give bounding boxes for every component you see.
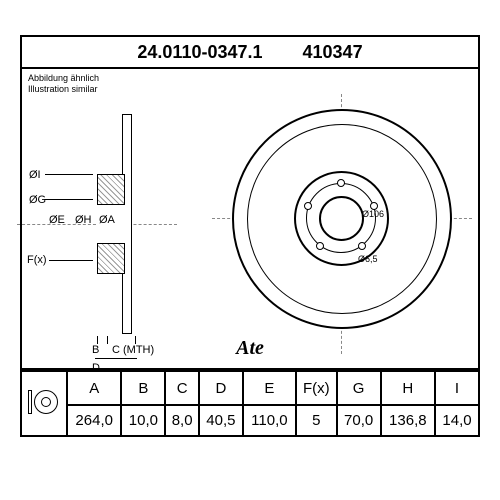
cell-value: 136,8 bbox=[381, 405, 435, 436]
disc-center-bore bbox=[319, 196, 364, 241]
dimline-G bbox=[45, 199, 93, 200]
diagram-area: ØI ØG ØE ØH ØA F(x) B C (MTH) D bbox=[22, 69, 478, 368]
drawing-frame: 24.0110-0347.1 410347 Abbildung ähnlich … bbox=[20, 35, 480, 370]
col-header: A bbox=[67, 371, 121, 405]
col-header: D bbox=[199, 371, 243, 405]
front-view: Ø106 Ø6,5 bbox=[222, 84, 462, 354]
dimension-table: A B C D E F(x) G H I 264,0 10,0 8,0 40,5… bbox=[20, 370, 480, 437]
bolt-hole bbox=[316, 242, 324, 250]
bolt-hole bbox=[358, 242, 366, 250]
cell-value: 40,5 bbox=[199, 405, 243, 436]
col-header: B bbox=[121, 371, 165, 405]
label-D: D bbox=[92, 362, 100, 374]
table-icon-cell bbox=[21, 371, 67, 436]
cell-value: 10,0 bbox=[121, 405, 165, 436]
col-header: F(x) bbox=[296, 371, 337, 405]
bolt-dia-label: Ø6,5 bbox=[358, 254, 378, 264]
col-header: I bbox=[435, 371, 479, 405]
cell-value: 70,0 bbox=[337, 405, 381, 436]
table-header-row: A B C D E F(x) G H I bbox=[21, 371, 479, 405]
label-F: F(x) bbox=[27, 254, 47, 266]
disc-icon bbox=[28, 389, 60, 415]
label-C: C (MTH) bbox=[112, 344, 154, 356]
table-value-row: 264,0 10,0 8,0 40,5 110,0 5 70,0 136,8 1… bbox=[21, 405, 479, 436]
center-dia-label: Ø106 bbox=[362, 209, 384, 219]
label-B: B bbox=[92, 344, 99, 356]
brand-logo: Ate bbox=[236, 337, 264, 360]
col-header: H bbox=[381, 371, 435, 405]
dim-tick-b1 bbox=[97, 336, 98, 344]
col-header: C bbox=[165, 371, 199, 405]
bolt-hole bbox=[337, 179, 345, 187]
cell-value: 5 bbox=[296, 405, 337, 436]
cell-value: 264,0 bbox=[67, 405, 121, 436]
dim-tick-c bbox=[135, 336, 136, 344]
bolt-hole bbox=[304, 202, 312, 210]
dimline-I bbox=[45, 174, 93, 175]
side-view: ØI ØG ØE ØH ØA F(x) B C (MTH) D bbox=[37, 114, 167, 334]
label-H: ØH bbox=[75, 214, 92, 226]
ref-number: 410347 bbox=[303, 42, 363, 63]
label-A: ØA bbox=[99, 214, 115, 226]
cell-value: 110,0 bbox=[243, 405, 296, 436]
label-I: ØI bbox=[29, 169, 41, 181]
cell-value: 8,0 bbox=[165, 405, 199, 436]
label-E: ØE bbox=[49, 214, 65, 226]
col-header: G bbox=[337, 371, 381, 405]
cell-value: 14,0 bbox=[435, 405, 479, 436]
col-header: E bbox=[243, 371, 296, 405]
dim-tick-b2 bbox=[107, 336, 108, 344]
dimline-F bbox=[49, 260, 93, 261]
dimline-d bbox=[95, 358, 137, 359]
header-bar: 24.0110-0347.1 410347 bbox=[22, 37, 478, 69]
part-number: 24.0110-0347.1 bbox=[137, 42, 262, 63]
label-G: ØG bbox=[29, 194, 46, 206]
